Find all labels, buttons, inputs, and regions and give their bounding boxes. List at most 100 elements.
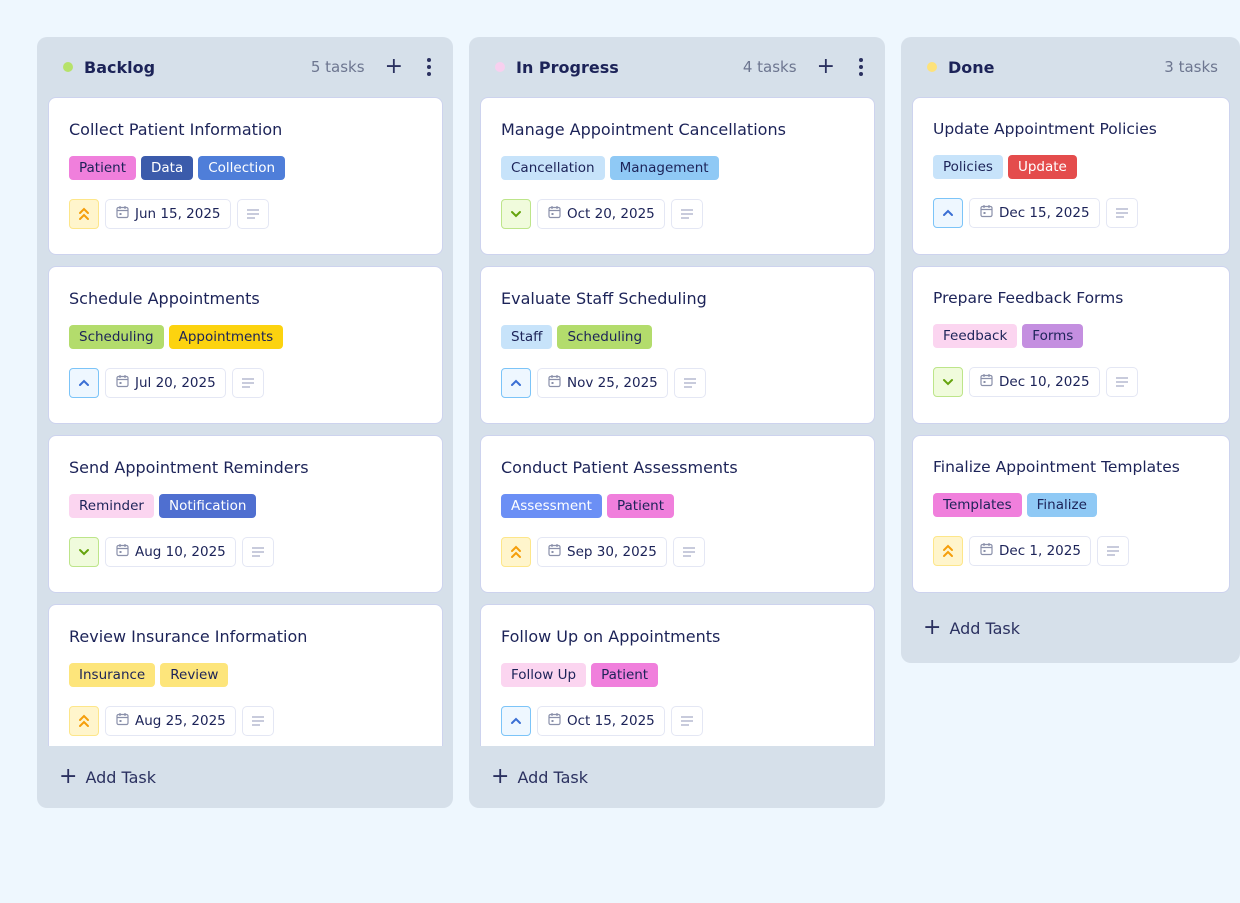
due-date-text: Dec 15, 2025 bbox=[999, 205, 1090, 221]
description-icon[interactable] bbox=[231, 368, 264, 398]
task-card[interactable]: Send Appointment Reminders Reminder Notif… bbox=[48, 435, 443, 593]
column-header: Done 3 tasks bbox=[901, 37, 1240, 97]
chevrons-up-icon[interactable] bbox=[69, 199, 99, 229]
task-card[interactable]: Manage Appointment Cancellations Cancell… bbox=[480, 97, 875, 255]
description-icon[interactable] bbox=[1096, 536, 1129, 566]
description-icon[interactable] bbox=[670, 706, 703, 736]
chevrons-up-icon[interactable] bbox=[69, 706, 99, 736]
due-date[interactable]: Oct 15, 2025 bbox=[537, 706, 665, 736]
tag: Update bbox=[1007, 155, 1077, 179]
calendar-icon bbox=[980, 204, 993, 222]
task-title: Send Appointment Reminders bbox=[69, 458, 309, 477]
chevron-down-icon[interactable] bbox=[501, 199, 531, 229]
calendar-icon bbox=[980, 542, 993, 560]
add-task-button[interactable]: + Add Task bbox=[37, 746, 453, 808]
description-icon[interactable] bbox=[670, 199, 703, 229]
calendar-icon bbox=[548, 712, 561, 730]
task-title: Prepare Feedback Forms bbox=[933, 289, 1124, 307]
status-dot bbox=[927, 62, 937, 72]
tag: Patient bbox=[69, 156, 137, 180]
tag: Policies bbox=[933, 155, 1003, 179]
task-title: Schedule Appointments bbox=[69, 289, 260, 308]
task-meta: Dec 10, 2025 bbox=[933, 367, 1209, 397]
plus-icon: + bbox=[491, 764, 510, 789]
due-date[interactable]: Aug 10, 2025 bbox=[105, 537, 236, 567]
add-task-icon-button[interactable]: + bbox=[384, 54, 403, 79]
tag: Forms bbox=[1022, 324, 1084, 348]
task-card[interactable]: Prepare Feedback Forms Feedback Forms Dec… bbox=[912, 266, 1230, 424]
tag: Assessment bbox=[501, 494, 602, 518]
due-date[interactable]: Aug 25, 2025 bbox=[105, 706, 236, 736]
task-meta: Aug 25, 2025 bbox=[69, 706, 422, 736]
chevron-up-icon[interactable] bbox=[69, 368, 99, 398]
tag: Patient bbox=[591, 663, 659, 687]
plus-icon: + bbox=[923, 615, 942, 640]
description-icon[interactable] bbox=[673, 368, 706, 398]
add-task-button[interactable]: + Add Task bbox=[901, 593, 1240, 663]
task-card[interactable]: Conduct Patient Assessments Assessment Pa… bbox=[480, 435, 875, 593]
due-date-text: Dec 1, 2025 bbox=[999, 543, 1081, 559]
add-task-button[interactable]: + Add Task bbox=[469, 746, 885, 808]
task-card[interactable]: Evaluate Staff Scheduling Staff Schedulin… bbox=[480, 266, 875, 424]
due-date-text: Dec 10, 2025 bbox=[999, 374, 1090, 390]
add-task-icon-button[interactable]: + bbox=[816, 54, 835, 79]
task-meta: Sep 30, 2025 bbox=[501, 537, 854, 567]
task-meta: Jul 20, 2025 bbox=[69, 368, 422, 398]
column-backlog: Backlog 5 tasks + Collect Patient Inform… bbox=[37, 37, 453, 808]
chevron-up-icon[interactable] bbox=[501, 706, 531, 736]
task-card[interactable]: Review Insurance Information Insurance Re… bbox=[48, 604, 443, 746]
chevrons-up-icon[interactable] bbox=[933, 536, 963, 566]
chevron-up-icon[interactable] bbox=[501, 368, 531, 398]
task-meta: Oct 15, 2025 bbox=[501, 706, 854, 736]
tag-list: Scheduling Appointments bbox=[69, 325, 422, 349]
task-meta: Dec 15, 2025 bbox=[933, 198, 1209, 228]
task-meta: Dec 1, 2025 bbox=[933, 536, 1209, 566]
tag: Collection bbox=[198, 156, 286, 180]
more-options-icon[interactable] bbox=[859, 58, 863, 76]
due-date[interactable]: Oct 20, 2025 bbox=[537, 199, 665, 229]
tag: Appointments bbox=[168, 325, 284, 349]
calendar-icon bbox=[116, 543, 129, 561]
description-icon[interactable] bbox=[672, 537, 705, 567]
tag: Cancellation bbox=[501, 156, 605, 180]
task-card[interactable]: Finalize Appointment Templates Templates… bbox=[912, 435, 1230, 593]
more-options-icon[interactable] bbox=[427, 58, 431, 76]
due-date-text: Oct 15, 2025 bbox=[567, 713, 655, 729]
description-icon[interactable] bbox=[236, 199, 269, 229]
tag: Patient bbox=[606, 494, 674, 518]
column-title: Done bbox=[948, 57, 995, 77]
tag-list: Assessment Patient bbox=[501, 494, 854, 518]
column-in-progress: In Progress 4 tasks + Manage Appointment… bbox=[469, 37, 885, 808]
chevrons-up-icon[interactable] bbox=[501, 537, 531, 567]
task-card[interactable]: Update Appointment Policies Policies Upda… bbox=[912, 97, 1230, 255]
card-list: Update Appointment Policies Policies Upda… bbox=[901, 97, 1240, 604]
calendar-icon bbox=[116, 712, 129, 730]
due-date[interactable]: Jun 15, 2025 bbox=[105, 199, 231, 229]
task-card[interactable]: Follow Up on Appointments Follow Up Patie… bbox=[480, 604, 875, 746]
column-header: In Progress 4 tasks + bbox=[469, 37, 885, 97]
due-date[interactable]: Sep 30, 2025 bbox=[537, 537, 667, 567]
due-date[interactable]: Dec 15, 2025 bbox=[969, 198, 1100, 228]
task-card[interactable]: Schedule Appointments Scheduling Appointm… bbox=[48, 266, 443, 424]
due-date[interactable]: Nov 25, 2025 bbox=[537, 368, 668, 398]
description-icon[interactable] bbox=[241, 706, 274, 736]
tag: Insurance bbox=[69, 663, 156, 687]
chevron-up-icon[interactable] bbox=[933, 198, 963, 228]
description-icon[interactable] bbox=[241, 537, 274, 567]
due-date[interactable]: Dec 10, 2025 bbox=[969, 367, 1100, 397]
due-date[interactable]: Dec 1, 2025 bbox=[969, 536, 1091, 566]
card-list: Manage Appointment Cancellations Cancell… bbox=[469, 97, 885, 746]
status-dot bbox=[63, 62, 73, 72]
description-icon[interactable] bbox=[1105, 367, 1138, 397]
chevron-down-icon[interactable] bbox=[69, 537, 99, 567]
tag-list: Insurance Review bbox=[69, 663, 422, 687]
add-task-label: Add Task bbox=[85, 767, 157, 787]
task-title: Follow Up on Appointments bbox=[501, 627, 721, 646]
description-icon[interactable] bbox=[1105, 198, 1138, 228]
due-date[interactable]: Jul 20, 2025 bbox=[105, 368, 226, 398]
tag-list: Policies Update bbox=[933, 155, 1209, 179]
task-count: 4 tasks bbox=[742, 58, 797, 76]
task-count: 3 tasks bbox=[1164, 58, 1218, 76]
chevron-down-icon[interactable] bbox=[933, 367, 963, 397]
task-card[interactable]: Collect Patient Information Patient Data C… bbox=[48, 97, 443, 255]
